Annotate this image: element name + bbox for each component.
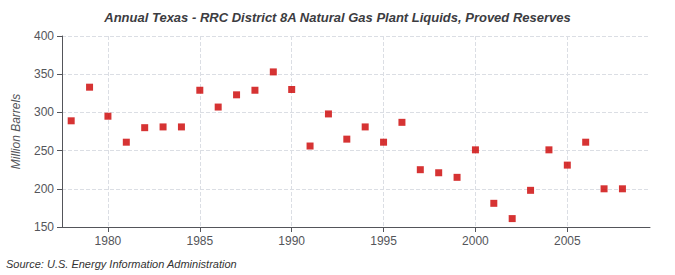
svg-text:Source: U.S. Energy Informatio: Source: U.S. Energy Information Administ…	[6, 258, 237, 270]
svg-text:1985: 1985	[186, 234, 213, 248]
svg-text:1980: 1980	[95, 234, 122, 248]
svg-text:150: 150	[34, 220, 54, 234]
svg-text:400: 400	[34, 29, 54, 43]
svg-text:1995: 1995	[370, 234, 397, 248]
svg-text:2000: 2000	[462, 234, 489, 248]
svg-text:250: 250	[34, 144, 54, 158]
svg-text:Million Barrels: Million Barrels	[9, 94, 23, 169]
svg-text:2005: 2005	[554, 234, 581, 248]
svg-text:350: 350	[34, 67, 54, 81]
svg-text:300: 300	[34, 105, 54, 119]
svg-text:Annual Texas - RRC District 8A: Annual Texas - RRC District 8A Natural G…	[103, 10, 570, 25]
svg-text:1990: 1990	[278, 234, 305, 248]
svg-text:200: 200	[34, 182, 54, 196]
